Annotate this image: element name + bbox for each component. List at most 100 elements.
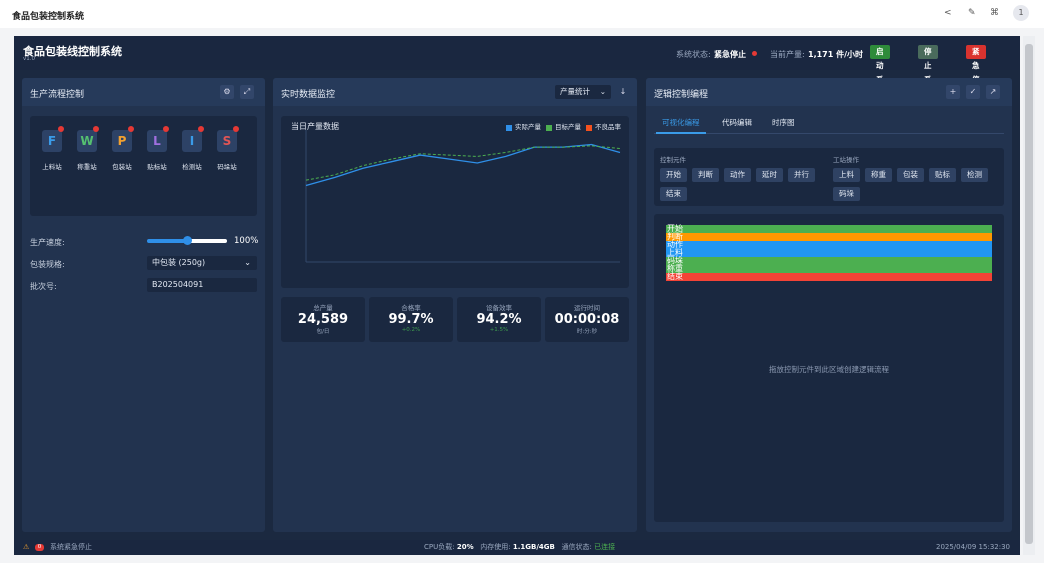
dropdown-text: 产量统计 — [560, 87, 590, 96]
station-alarm — [163, 126, 169, 132]
header-button[interactable]: 启动系统 — [870, 45, 890, 98]
canvas-hint: 拖放控制元件到此区域创建逻辑流程 — [769, 365, 889, 374]
select-arrow[interactable]: ⌄ — [244, 258, 251, 267]
legend-label: 目标产量 — [555, 122, 582, 131]
element-chip[interactable]: 码垛 — [833, 187, 860, 201]
cmd-icon[interactable]: ⌘ — [990, 8, 999, 18]
middle-panel: 实时数据监控 产量统计 ⌄ ↓ 当日产量数据 不良品率 目标产量 实际产量 总产量 24… — [273, 78, 637, 532]
flow-block[interactable]: 称重 — [666, 265, 992, 273]
stat-card: 合格率 99.7% +0.2% — [369, 297, 453, 342]
comm-value: 已连接 — [594, 543, 616, 551]
edit-icon[interactable]: ✎ — [968, 8, 976, 18]
expand-button[interactable]: ⤢ — [240, 85, 254, 99]
panel-header: 生产流程控制 ⚙ ⤢ — [22, 78, 265, 106]
element-chip[interactable]: 并行 — [788, 168, 815, 182]
mem-label: 内存使用: — [480, 543, 511, 551]
scroll-thumb[interactable] — [1025, 44, 1033, 544]
header-button[interactable]: 紧急停止 — [966, 45, 986, 98]
scrollbar[interactable] — [1023, 36, 1035, 555]
chip-list: 开始 判断 动作 延时 并行结束 — [660, 165, 832, 203]
element-chip[interactable]: 延时 — [756, 168, 783, 182]
status-value: 紧急停止 — [714, 50, 746, 59]
version: v1.0 — [23, 56, 36, 62]
status-bar: ⚠ 0 系统紧急停止 CPU负载: 20% 内存使用: 1.1GB/4GB 通信… — [14, 540, 1020, 555]
tab[interactable]: 代码编辑 — [722, 118, 752, 127]
clock: 2025/04/09 15:32:30 — [935, 543, 1010, 551]
tab[interactable]: 可视化编程 — [656, 117, 706, 134]
stat-dropdown[interactable]: 产量统计 ⌄ — [555, 85, 611, 99]
station-box: F 上料站 W 称重站 P 包装站 L 贴标站 I 检测站 S 码垛站 — [30, 116, 257, 216]
flow-canvas[interactable]: 拖放控制元件到此区域创建逻辑流程 开始 判断 动作 上料 码垛 称重 结束 — [654, 214, 1004, 522]
group-label: 控制元件 — [660, 156, 686, 164]
flow-block[interactable]: 动作 — [666, 241, 992, 249]
download-button[interactable]: ↓ — [619, 87, 627, 96]
element-chip[interactable]: 判断 — [692, 168, 719, 182]
stat-value: 94.2% — [476, 312, 522, 327]
flow-block[interactable]: 码垛 — [666, 257, 992, 265]
flow-block[interactable]: 判断 — [666, 233, 992, 241]
element-chip[interactable]: 包装 — [897, 168, 924, 182]
series-line — [305, 145, 621, 181]
user-badge[interactable]: 1 — [1013, 5, 1029, 21]
station-label: 码垛站 — [217, 163, 237, 171]
element-chip[interactable]: 上料 — [833, 168, 860, 182]
element-chip[interactable]: 开始 — [660, 168, 687, 182]
chip-list: 上料 称重 包装 贴标 检测码垛 — [833, 165, 998, 203]
chart-box: 当日产量数据 不良品率 目标产量 实际产量 — [281, 116, 629, 288]
warning-icon: ⚠ — [23, 543, 30, 551]
element-chip[interactable]: 动作 — [724, 168, 751, 182]
station-letter: P — [112, 130, 132, 152]
slider-thumb[interactable] — [183, 236, 192, 245]
legend-label: 不良品率 — [595, 122, 622, 131]
settings-button[interactable]: ⚙ — [220, 85, 234, 99]
form-label: 批次号: — [30, 282, 57, 291]
stat-label: 设备效率 — [486, 304, 512, 312]
station-letter: W — [77, 130, 97, 152]
element-chip[interactable]: 检测 — [961, 168, 988, 182]
station-alarm — [93, 126, 99, 132]
panel-title: 逻辑控制编程 — [654, 90, 709, 100]
check-button[interactable]: ✓ — [966, 85, 980, 99]
form-label: 生产速度: — [30, 238, 65, 247]
tab[interactable]: 时序图 — [772, 118, 795, 127]
tab-bar: 可视化编程 代码编辑 时序图 — [654, 114, 1004, 134]
share-icon[interactable]: < — [944, 8, 952, 18]
station-alarm — [198, 126, 204, 132]
flow-block[interactable]: 上料 — [666, 249, 992, 257]
form-label: 包装规格: — [30, 260, 65, 269]
station-letter: F — [42, 130, 62, 152]
spec-select[interactable]: 中包装 (250g) ⌄ — [147, 256, 257, 270]
alert-text: 系统紧急停止 — [50, 543, 92, 551]
speed-slider[interactable] — [147, 236, 227, 245]
station-letter: I — [182, 130, 202, 152]
stat-value: 99.7% — [388, 312, 434, 327]
chart-title: 当日产量数据 — [291, 121, 339, 131]
status-dot — [752, 51, 757, 56]
chart: 当日产量数据 不良品率 目标产量 实际产量 — [291, 121, 622, 263]
add-button[interactable]: + — [946, 85, 960, 99]
stat-sub: 包/日 — [316, 329, 330, 335]
element-chip[interactable]: 称重 — [865, 168, 892, 182]
stat-label: 总产量 — [313, 304, 333, 312]
station-label: 称重站 — [77, 163, 97, 171]
panel-header: 实时数据监控 产量统计 ⌄ ↓ — [273, 78, 637, 106]
legend-swatch — [546, 125, 552, 131]
batch-input[interactable]: B202504091 — [147, 278, 257, 292]
export-button[interactable]: ↗ — [986, 85, 1000, 99]
element-chip[interactable]: 结束 — [660, 187, 687, 201]
station-label: 包装站 — [112, 163, 132, 171]
element-chip[interactable]: 贴标 — [929, 168, 956, 182]
flow-block[interactable]: 开始 — [666, 225, 992, 233]
station-label: 检测站 — [182, 163, 202, 171]
header-button[interactable]: 停止系统 — [918, 45, 938, 98]
element-box: 控制元件 开始 判断 动作 延时 并行结束 工站操作 上料 称重 包装 贴标 检测码垛 — [654, 148, 1004, 206]
group-label: 工站操作 — [833, 156, 859, 164]
stat-label: 合格率 — [401, 304, 421, 312]
stat-value: 24,589 — [297, 312, 349, 327]
flow-block[interactable]: 结束 — [666, 273, 992, 281]
station-letter: S — [217, 130, 237, 152]
cpu-label: CPU负载: — [424, 543, 455, 551]
comm-label: 通信状态: — [561, 543, 592, 551]
station-label: 上料站 — [42, 163, 62, 171]
